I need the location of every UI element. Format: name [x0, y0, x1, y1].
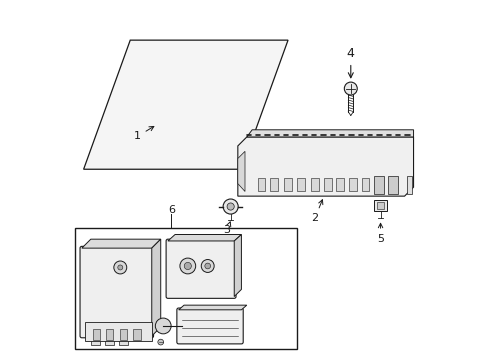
Circle shape: [205, 263, 211, 269]
Circle shape: [114, 261, 127, 274]
Text: 5: 5: [377, 223, 384, 244]
Circle shape: [158, 339, 164, 345]
Polygon shape: [234, 234, 242, 297]
Polygon shape: [168, 234, 242, 241]
Bar: [311, 178, 319, 192]
Text: 4: 4: [347, 47, 355, 78]
FancyBboxPatch shape: [166, 239, 236, 298]
Bar: [337, 178, 344, 192]
Bar: [93, 329, 100, 339]
Circle shape: [155, 318, 171, 334]
FancyBboxPatch shape: [80, 246, 153, 338]
Bar: [285, 178, 293, 192]
Circle shape: [118, 265, 123, 270]
Text: 6: 6: [168, 206, 175, 216]
Bar: [105, 335, 114, 345]
Bar: [270, 178, 278, 192]
Bar: [349, 178, 357, 192]
Bar: [362, 178, 369, 192]
Circle shape: [184, 262, 192, 270]
Circle shape: [223, 199, 238, 214]
Bar: [389, 176, 398, 194]
Bar: [120, 329, 127, 339]
Polygon shape: [82, 239, 161, 248]
Circle shape: [344, 82, 357, 95]
Circle shape: [180, 258, 196, 274]
Bar: [74, 228, 297, 348]
Polygon shape: [152, 239, 161, 336]
Bar: [297, 178, 305, 192]
Polygon shape: [85, 321, 152, 341]
Circle shape: [227, 203, 234, 210]
Bar: [377, 202, 384, 209]
Polygon shape: [179, 305, 247, 310]
Text: 3: 3: [223, 222, 231, 235]
Bar: [407, 176, 413, 194]
Bar: [91, 335, 100, 345]
Bar: [258, 178, 266, 192]
Circle shape: [201, 260, 214, 273]
Text: 2: 2: [311, 200, 323, 223]
Bar: [374, 200, 387, 211]
Polygon shape: [247, 130, 414, 137]
Bar: [133, 329, 141, 339]
Bar: [374, 176, 384, 194]
Polygon shape: [238, 137, 414, 196]
Polygon shape: [238, 151, 245, 192]
Polygon shape: [84, 40, 288, 169]
FancyBboxPatch shape: [177, 308, 243, 344]
Bar: [120, 335, 128, 345]
Bar: [106, 329, 113, 339]
Text: 1: 1: [134, 126, 154, 141]
Bar: [324, 178, 332, 192]
